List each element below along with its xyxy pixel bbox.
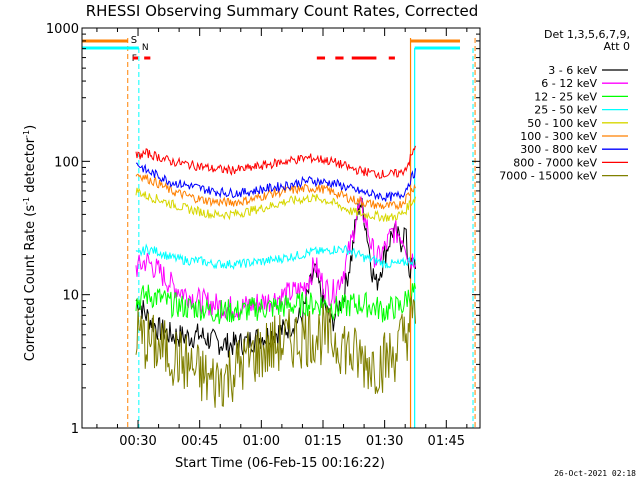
series-line-8	[135, 295, 416, 408]
series-line-5	[135, 173, 416, 211]
y-tick-label: 1000	[46, 22, 79, 37]
y-axis-label: Corrected Count Rate (s-1 detector-1)	[22, 125, 38, 361]
plot-area: SFN	[82, 35, 476, 428]
legend-label-4: 50 - 100 keV	[527, 117, 597, 130]
legend-label-7: 800 - 7000 keV	[513, 156, 597, 169]
x-tick-label: 01:15	[304, 434, 341, 449]
legend-label-1: 6 - 12 keV	[541, 77, 597, 90]
x-tick-label: 01:00	[243, 434, 280, 449]
axes: 1 10 100 1000 00:30 00:45 01:00 01:15 01:30 01:45	[46, 22, 481, 449]
legend-label-6: 300 - 800 keV	[520, 143, 597, 156]
legend-subtitle: Att 0	[604, 40, 630, 53]
x-tick-label: 00:45	[181, 434, 218, 449]
series-line-7	[135, 145, 416, 179]
timestamp: 26-Oct-2021 02:18	[554, 469, 636, 478]
x-axis-label: Start Time (06-Feb-15 00:16:22)	[175, 456, 385, 471]
marker-s-label: S	[131, 35, 137, 46]
series-line-2	[135, 283, 416, 325]
legend-label-8: 7000 - 15000 keV	[499, 170, 597, 183]
legend-title: Det 1,3,5,6,7,9,	[544, 28, 630, 41]
series-line-4	[135, 187, 416, 222]
series-line-3	[135, 243, 416, 271]
marker-n-label: N	[142, 43, 149, 53]
legend-label-3: 25 - 50 keV	[534, 104, 597, 117]
y-tick-label: 100	[54, 155, 79, 170]
chart-title: RHESSI Observing Summary Count Rates, Co…	[86, 2, 479, 20]
series-line-0	[135, 197, 416, 358]
legend-label-2: 12 - 25 keV	[534, 90, 597, 103]
legend-label-0: 3 - 6 keV	[548, 64, 597, 77]
x-tick-label: 01:45	[428, 434, 465, 449]
plot-frame	[81, 27, 481, 429]
legend-label-5: 100 - 300 keV	[520, 130, 597, 143]
y-tick-label: 1	[71, 422, 79, 437]
x-tick-label: 00:30	[119, 434, 156, 449]
series-line-6	[135, 162, 416, 202]
x-tick-label: 01:30	[366, 434, 403, 449]
y-tick-label: 10	[62, 289, 79, 304]
